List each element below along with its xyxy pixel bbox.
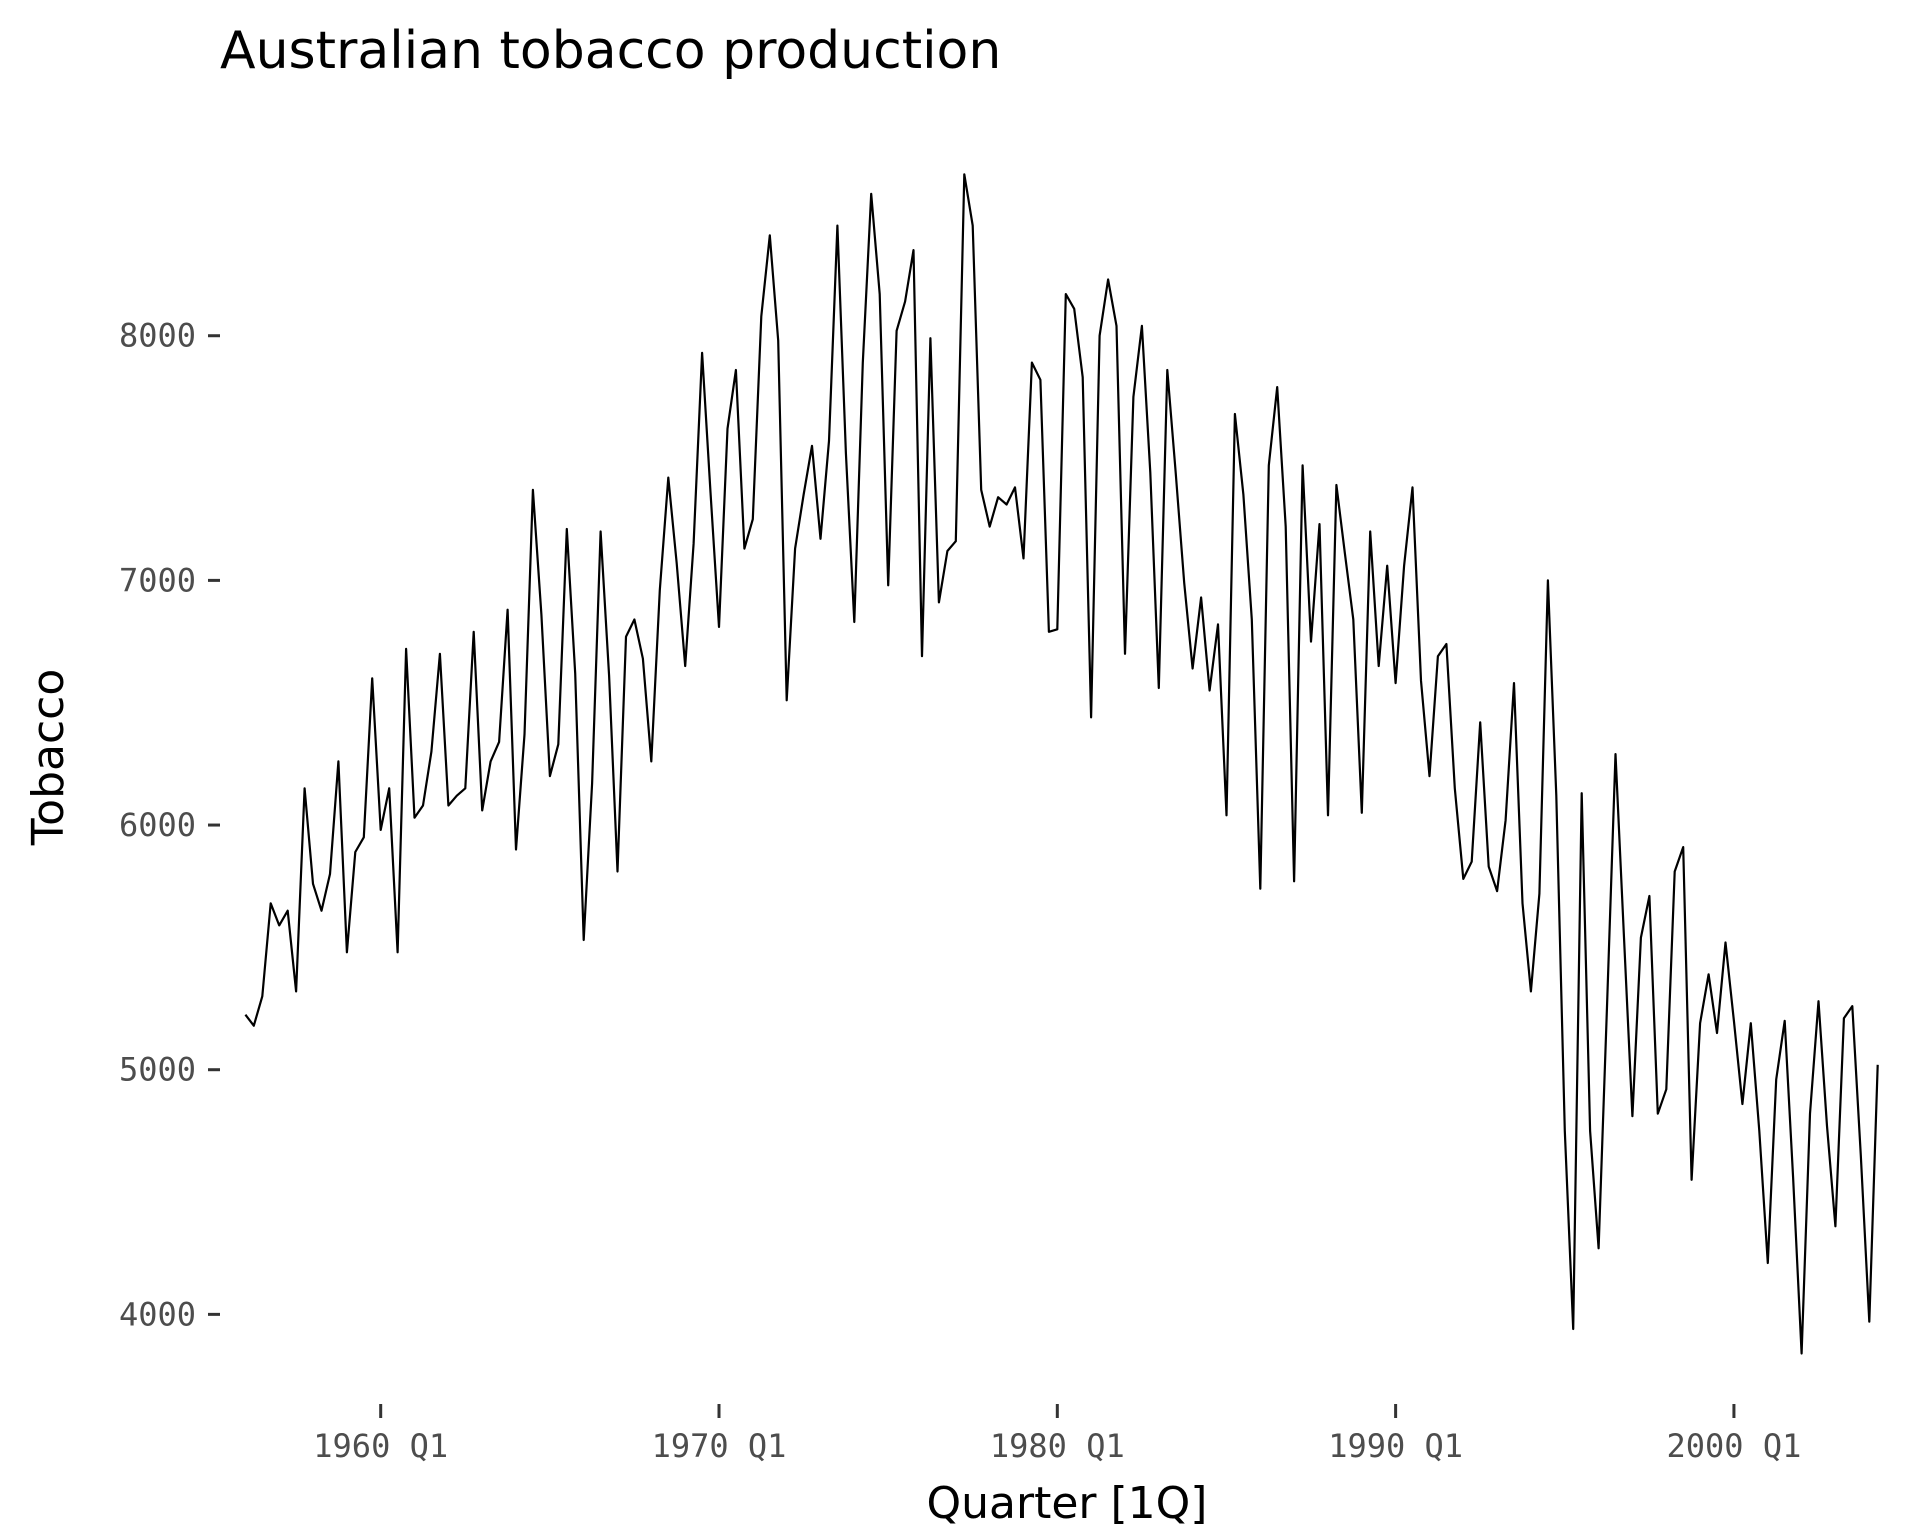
y-axis: 4000 5000 6000 7000 8000 (119, 317, 220, 1333)
chart-title: Australian tobacco production (220, 21, 1001, 81)
series-line (244, 173, 1879, 1355)
y-tick-label: 5000 (119, 1051, 196, 1089)
x-axis: 1960 Q1 1970 Q1 1980 Q1 1990 Q1 2000 Q1 (313, 1404, 1801, 1465)
y-tick-label: 6000 (119, 806, 196, 844)
x-axis-title: Quarter [1Q] (927, 1478, 1208, 1529)
y-tick-label: 8000 (119, 317, 196, 355)
y-tick-label: 4000 (119, 1295, 196, 1333)
x-tick-label: 1960 Q1 (313, 1427, 448, 1465)
x-tick-label: 1970 Q1 (652, 1427, 787, 1465)
y-axis-title: Tobacco (23, 669, 74, 847)
x-tick-label: 1980 Q1 (990, 1427, 1125, 1465)
x-tick-label: 1990 Q1 (1328, 1427, 1463, 1465)
y-tick-label: 7000 (119, 561, 196, 599)
x-tick-label: 2000 Q1 (1667, 1427, 1802, 1465)
plot-area (244, 173, 1879, 1355)
